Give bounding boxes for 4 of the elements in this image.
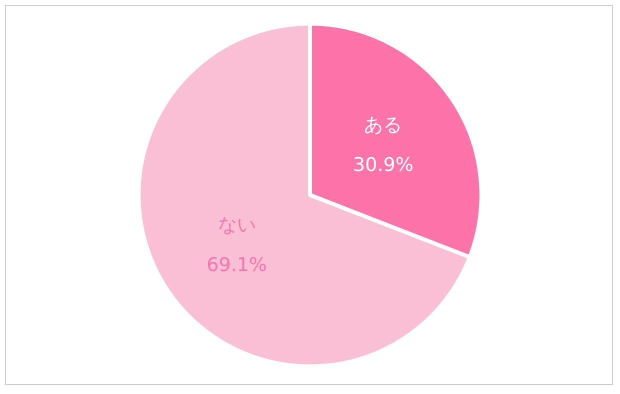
slice-label: ない (218, 214, 256, 236)
slice-label: ある (364, 114, 402, 136)
data-label: 30.9% (353, 154, 414, 176)
data-label: 69.1% (206, 254, 267, 276)
